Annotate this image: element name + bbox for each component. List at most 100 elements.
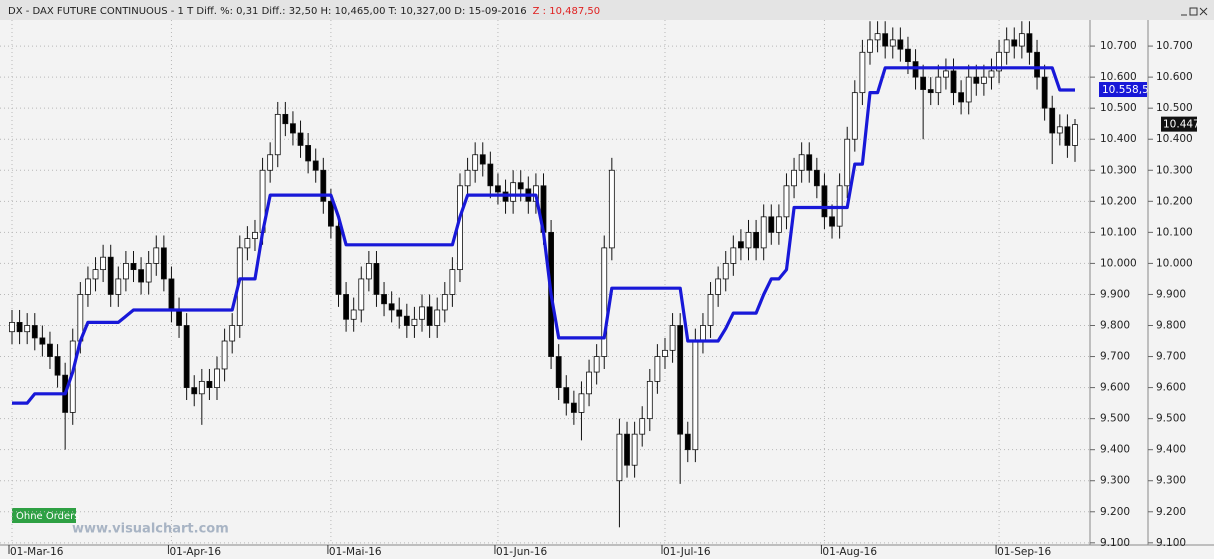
candle [388, 291, 395, 323]
candle [1056, 114, 1063, 146]
x-tick-label: 01-Sep-16 [997, 546, 1051, 558]
candle-body [1026, 33, 1033, 53]
candle-body [31, 325, 38, 339]
candle-body [563, 387, 570, 404]
candle [274, 101, 281, 168]
candle [889, 27, 896, 59]
candle-body [388, 303, 395, 311]
close[interactable] [1199, 7, 1208, 16]
candle-body [305, 145, 312, 162]
y-tick-label: 9.100 [1100, 537, 1130, 549]
candle-body [47, 343, 53, 357]
candle [578, 381, 585, 441]
candle [335, 213, 342, 307]
candle [403, 303, 410, 338]
candle [563, 375, 570, 416]
candle [358, 266, 365, 323]
candle [449, 257, 456, 307]
candle-body [654, 356, 661, 382]
y-tick-label: 9.500 [1156, 413, 1186, 425]
candle [138, 257, 144, 295]
candle-body [145, 263, 152, 283]
candle [958, 80, 965, 115]
candle [1049, 95, 1056, 165]
candle [198, 368, 205, 425]
candle-body [593, 356, 600, 373]
candle-body [555, 356, 562, 388]
x-tick-label: 01-Jun-16 [496, 546, 548, 558]
header-info: DX - DAX FUTURE CONTINUOUS - 1 T Diff. %… [8, 6, 527, 17]
candle-body [320, 169, 327, 202]
candle-body [517, 182, 524, 190]
candle [601, 235, 608, 369]
x-tick-label: 01-Mai-16 [329, 546, 382, 558]
candle [738, 229, 744, 261]
candle [510, 170, 517, 214]
candle [206, 368, 213, 401]
candle [1064, 114, 1071, 158]
candle-body [229, 325, 236, 342]
candle-body [616, 433, 623, 482]
candle [9, 309, 15, 345]
candle [290, 111, 296, 146]
candle [760, 204, 767, 261]
candle-body [130, 263, 137, 271]
candle [122, 250, 129, 292]
candle [191, 375, 198, 407]
candle-body [753, 231, 759, 249]
candle [844, 126, 851, 199]
candle [1011, 27, 1018, 59]
candle [479, 142, 486, 177]
candle-body [608, 169, 615, 249]
candle [813, 157, 820, 199]
candle [145, 250, 152, 295]
candle-body [806, 154, 813, 171]
candle-body [905, 48, 911, 63]
candle-body [441, 294, 448, 311]
candle-body [601, 247, 608, 357]
candle [988, 58, 995, 90]
candle [160, 235, 167, 292]
candle [654, 344, 661, 394]
candle [297, 120, 304, 158]
candle-body [1018, 33, 1025, 47]
candle-body [343, 294, 349, 320]
candle-body [100, 256, 107, 271]
y-tick-label: 9.800 [1156, 319, 1186, 331]
x-tick-label: 01-Apr-16 [169, 546, 221, 558]
candle-body [950, 70, 957, 94]
candle-body [312, 160, 319, 171]
window-controls[interactable] [1181, 7, 1208, 16]
y-tick-label: 9.900 [1100, 288, 1130, 300]
candle-body [874, 33, 881, 41]
candle [965, 64, 972, 115]
candle-body [39, 337, 46, 345]
candle-body [1034, 51, 1040, 78]
candle [24, 313, 31, 345]
candle [130, 250, 137, 283]
candle [31, 313, 38, 351]
candle [973, 64, 980, 96]
candle-body [168, 278, 175, 311]
x-tick-label: 01-Mar-16 [10, 546, 64, 558]
maximize[interactable] [1189, 7, 1198, 16]
candle [692, 328, 699, 463]
candle [426, 294, 433, 338]
line-value-label: 10.558,5 [1102, 84, 1149, 96]
candle-body [327, 200, 334, 227]
candle [829, 204, 835, 239]
candle [365, 250, 372, 292]
candle [753, 219, 759, 261]
header-z: Z : 10,487,50 [533, 6, 600, 17]
candle [1041, 64, 1048, 121]
candle [47, 331, 53, 369]
candle [669, 313, 676, 363]
candle-body [722, 263, 729, 280]
candle-body [107, 256, 114, 295]
candle [411, 306, 418, 338]
candle [791, 157, 797, 199]
candle [100, 244, 107, 283]
y-tick-label: 9.900 [1156, 288, 1186, 300]
candle [350, 297, 357, 332]
candle-body [859, 51, 866, 94]
